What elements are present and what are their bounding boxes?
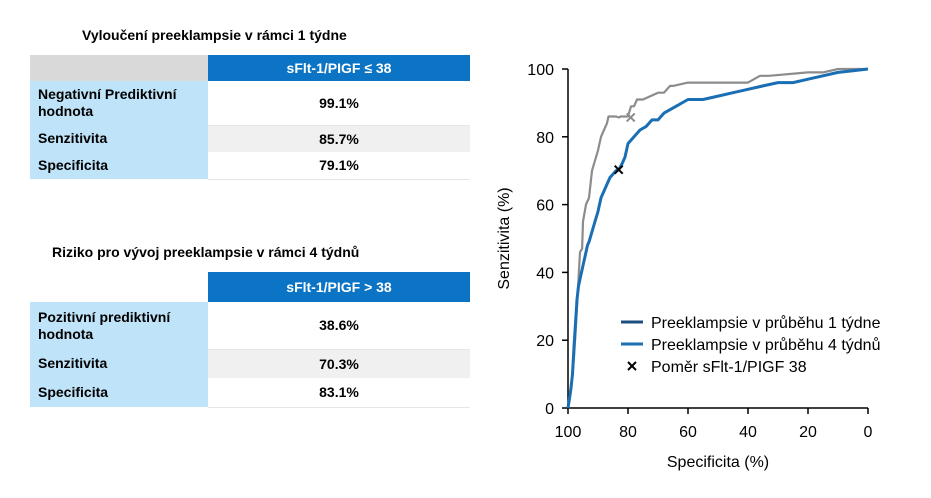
x-tick-label: 0 xyxy=(864,424,873,441)
series-line-2 xyxy=(566,67,869,409)
x-tick-label: 40 xyxy=(739,424,757,441)
table2-header: sFlt-1/PIGF > 38 xyxy=(208,272,470,302)
row-value: 70.3% xyxy=(208,349,470,378)
table-row: Senzitivita 70.3% xyxy=(30,349,470,378)
table-row: Specificita 83.1% xyxy=(30,378,470,408)
table1: sFlt-1/PIGF ≤ 38 Negativní Prediktivní h… xyxy=(30,55,470,180)
series-line-1 xyxy=(566,67,868,409)
table1-title: Vyloučení preeklampsie v rámci 1 týdne xyxy=(82,27,347,43)
y-tick-label: 100 xyxy=(527,62,554,79)
table-row: Pozitivní prediktivní hodnota 38.6% xyxy=(30,302,470,350)
row-value: 99.1% xyxy=(208,81,470,126)
chart-markers xyxy=(613,112,636,175)
legend-label: Preeklampsie v průběhu 4 týdnů xyxy=(651,336,880,354)
chart-axes: 0 20 40 60 80 100 100 80 60 40 20 0 Specificita (%) S… xyxy=(496,62,873,471)
legend-marker xyxy=(627,361,637,371)
y-tick-label: 80 xyxy=(536,130,554,147)
y-tick-label: 0 xyxy=(545,401,554,418)
row-label: Negativní Prediktivní hodnota xyxy=(30,81,208,125)
row-value: 85.7% xyxy=(208,125,470,152)
table1-header: sFlt-1/PIGF ≤ 38 xyxy=(208,55,470,81)
x-axis-label: Specificita (%) xyxy=(667,454,769,471)
table2: sFlt-1/PIGF > 38 Pozitivní prediktivní h… xyxy=(30,272,470,408)
table2-header-blank xyxy=(30,272,208,302)
x-tick-label: 20 xyxy=(799,424,817,441)
row-label: Specificita xyxy=(30,152,208,179)
table1-header-blank xyxy=(30,55,208,81)
x-tick-label: 60 xyxy=(679,424,697,441)
row-label: Senzitivita xyxy=(30,349,208,378)
x-tick-label: 100 xyxy=(555,424,582,441)
marker-x-stroke xyxy=(625,112,636,123)
row-label: Pozitivní prediktivní hodnota xyxy=(30,302,208,349)
y-tick-label: 60 xyxy=(536,198,554,215)
x-tick-label: 80 xyxy=(619,424,637,441)
marker-x xyxy=(625,112,636,123)
legend-label: Poměr sFlt-1/PIGF 38 xyxy=(651,359,807,376)
row-label: Specificita xyxy=(30,378,208,407)
table-row: Senzitivita 85.7% xyxy=(30,125,470,152)
row-value: 83.1% xyxy=(208,378,470,408)
row-value: 79.1% xyxy=(208,152,470,180)
marker-x-stroke xyxy=(613,164,624,175)
y-tick-label: 20 xyxy=(536,333,554,350)
table-row: Specificita 79.1% xyxy=(30,152,470,180)
table-row: Negativní Prediktivní hodnota 99.1% xyxy=(30,81,470,126)
row-value: 38.6% xyxy=(208,302,470,350)
chart-legend: Preeklampsie v průběhu 1 týdne Preeklamps… xyxy=(621,314,881,376)
chart-lines xyxy=(566,67,869,409)
row-label: Senzitivita xyxy=(30,125,208,152)
y-axis-label: Senzitivita (%) xyxy=(496,187,513,289)
table2-title: Riziko pro vývoj preeklampsie v rámci 4 … xyxy=(52,244,360,260)
legend-label: Preeklampsie v průběhu 1 týdne xyxy=(651,314,881,332)
y-tick-label: 40 xyxy=(536,265,554,282)
marker-x xyxy=(613,164,624,175)
